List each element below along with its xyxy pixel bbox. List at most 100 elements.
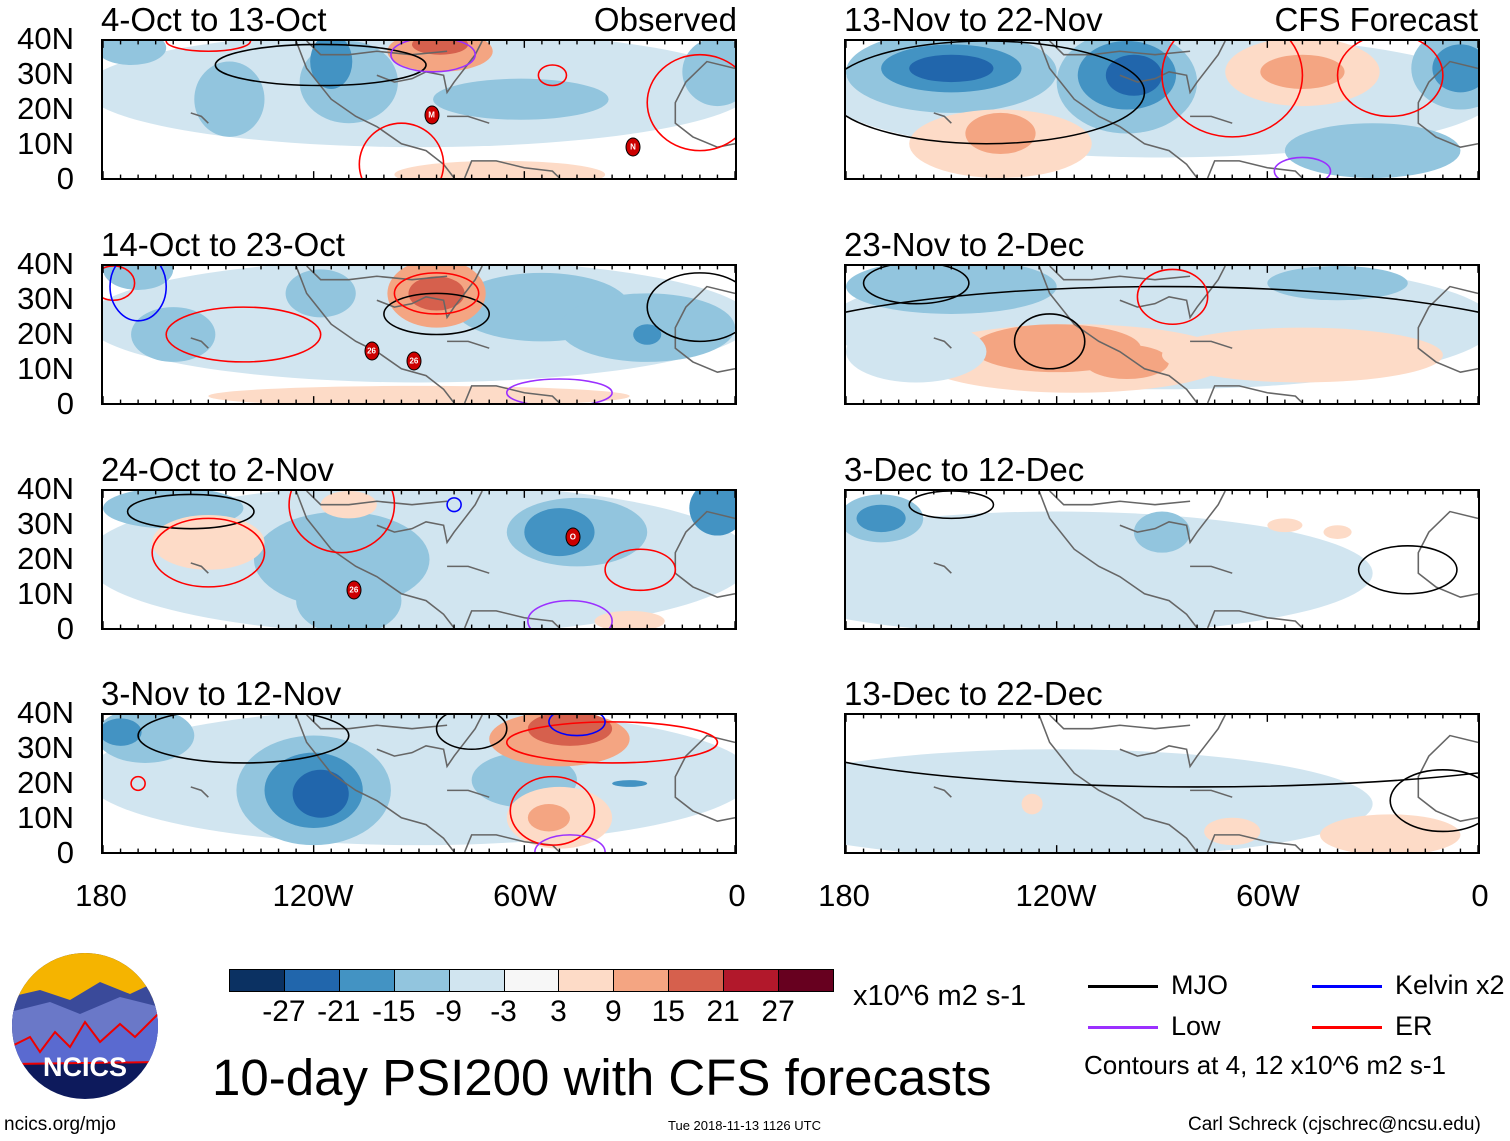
colorbar-swatch — [668, 969, 725, 992]
filtered-contour — [1161, 41, 1304, 138]
filtered-contour — [390, 41, 476, 73]
y-axis-label: 20N — [17, 765, 74, 800]
y-axis-label: 40N — [17, 246, 74, 281]
coastline — [190, 562, 209, 574]
filtered-contour — [393, 272, 480, 315]
anomaly-shading — [103, 266, 174, 290]
anomaly-shading — [1267, 266, 1408, 301]
anomaly-shading — [103, 718, 142, 746]
filtered-contour — [537, 64, 568, 87]
coastline — [1190, 115, 1233, 124]
coastline — [933, 337, 952, 349]
anomaly-shading — [194, 61, 265, 137]
filtered-contour — [604, 548, 677, 592]
x-axis-label: 120W — [1015, 878, 1097, 913]
anomaly-shading — [103, 715, 735, 846]
anomaly-shading — [1432, 44, 1478, 93]
logo-text: NCICS — [43, 1052, 127, 1082]
coastline — [1190, 565, 1233, 574]
coastline — [1049, 715, 1191, 730]
footer-author: Carl Schreck (cjschrec@ncsu.edu) — [1188, 1114, 1481, 1135]
anomaly-shading — [1267, 518, 1303, 533]
anomaly-shading — [846, 320, 987, 383]
psi200-map — [846, 266, 1478, 403]
coastline — [1038, 715, 1198, 852]
x-axis-label: 0 — [728, 878, 746, 913]
psi200-map — [846, 715, 1478, 852]
coastline — [447, 565, 490, 574]
colorbar-swatch — [503, 969, 560, 992]
tropical-cyclone-icon: M — [424, 105, 440, 125]
filtered-contour — [358, 122, 445, 178]
coastline — [1190, 340, 1233, 349]
coastline — [933, 112, 952, 124]
coastline — [1049, 491, 1191, 506]
x-axis-label: 120W — [272, 878, 354, 913]
coastline — [1038, 41, 1198, 178]
y-axis-label: 0 — [56, 835, 74, 870]
filtered-contour — [446, 497, 462, 513]
anomaly-shading — [152, 514, 265, 570]
anomaly-shading — [285, 269, 356, 318]
map-panel — [844, 264, 1480, 405]
panel-title: 13-Dec to 22-Dec — [844, 675, 1103, 712]
anomaly-shading — [1323, 525, 1352, 539]
tropical-cyclone-icon: 26 — [346, 580, 362, 600]
panel-title: 3-Dec to 12-Dec — [844, 451, 1085, 488]
coastline — [1206, 385, 1304, 403]
x-axis-label: 180 — [818, 878, 870, 913]
y-axis-label: 30N — [17, 730, 74, 765]
coastline — [306, 491, 448, 506]
tropical-cyclone-icon: O — [565, 527, 581, 547]
panel-title: 23-Nov to 2-Dec — [844, 226, 1085, 263]
map-panel — [844, 489, 1480, 630]
coastline — [674, 510, 735, 598]
filtered-contour — [151, 517, 266, 588]
footer-url[interactable]: ncics.org/mjo — [4, 1114, 116, 1135]
x-axis-label: 180 — [75, 878, 127, 913]
psi200-map — [846, 491, 1478, 628]
psi200-map — [103, 491, 735, 628]
panel-title: 3-Nov to 12-Nov — [101, 675, 342, 712]
colorbar-swatch — [283, 969, 340, 992]
colorbar-label: -9 — [435, 995, 462, 1028]
coastline — [376, 41, 483, 95]
cfs-forecast-label: CFS Forecast — [1274, 1, 1478, 38]
anomaly-shading — [1074, 790, 1180, 852]
anomaly-shading — [846, 511, 1373, 628]
coastline — [447, 789, 490, 798]
filtered-contour — [165, 41, 252, 53]
footer-timestamp: Tue 2018-11-13 1126 UTC — [668, 1118, 821, 1133]
x-axis-label: 60W — [1236, 878, 1300, 913]
colorbar-label: -3 — [490, 995, 517, 1028]
coastline — [376, 715, 483, 769]
colorbar-swatch — [448, 969, 505, 992]
anomaly-shading — [310, 41, 353, 89]
y-axis-label: 0 — [56, 386, 74, 421]
legend-line-er — [1312, 1026, 1382, 1029]
coastline — [447, 115, 490, 124]
figure-title: 10-day PSI200 with CFS forecasts — [212, 1049, 992, 1106]
colorbar-swatch — [229, 969, 285, 992]
colorbar-label: -27 — [262, 995, 306, 1028]
anomaly-shading — [1021, 793, 1043, 815]
colorbar-label: 9 — [605, 995, 622, 1028]
filtered-contour — [165, 306, 322, 363]
coastline — [295, 715, 455, 852]
anomaly-shading — [965, 112, 1036, 155]
colorbar-label: -15 — [372, 995, 416, 1028]
filtered-contour — [1389, 769, 1478, 833]
coastline — [447, 340, 490, 349]
filtered-contour — [862, 266, 970, 305]
legend-line-kelvin-x2 — [1312, 985, 1382, 988]
filtered-contour — [1013, 313, 1086, 370]
legend-label: Low — [1171, 1011, 1221, 1041]
filtered-contour — [527, 599, 613, 628]
panel-title: 24-Oct to 2-Nov — [101, 451, 334, 488]
anomaly-shading — [1204, 817, 1261, 846]
anomaly-shading — [1284, 123, 1461, 178]
filtered-contour — [1273, 156, 1332, 178]
coastline — [463, 385, 561, 403]
filtered-contour — [1357, 545, 1458, 595]
y-axis-label: 20N — [17, 91, 74, 126]
